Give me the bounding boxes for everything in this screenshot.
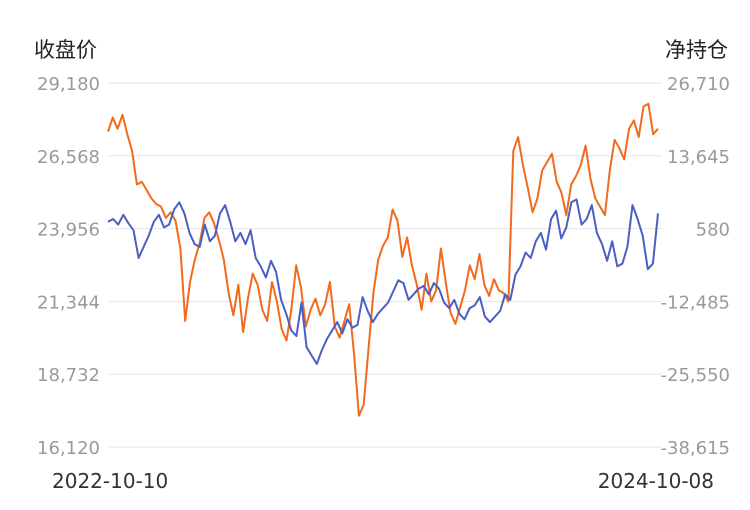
y-tick-right: 26,710 bbox=[667, 74, 730, 95]
y-axis-title-right: 净持仓 bbox=[665, 38, 728, 62]
y-tick-left: 16,120 bbox=[37, 438, 100, 459]
x-tick-start: 2022-10-10 bbox=[52, 469, 168, 493]
series-lines bbox=[107, 102, 659, 417]
y-tick-left: 29,180 bbox=[37, 74, 100, 95]
y-tick-left: 26,568 bbox=[37, 147, 100, 168]
y-axis-title-left: 收盘价 bbox=[34, 38, 97, 62]
y-tick-left: 18,732 bbox=[37, 365, 100, 386]
y-tick-right: -25,550 bbox=[661, 365, 730, 386]
y-tick-right: 13,645 bbox=[667, 147, 730, 168]
y-axis-left-ticks: 29,180 26,568 23,956 21,344 18,732 16,120 bbox=[37, 74, 100, 459]
grid-lines bbox=[108, 82, 662, 448]
y-axis-right-ticks: 26,710 13,645 580 -12,485 -25,550 -38,615 bbox=[661, 74, 730, 459]
y-tick-right: -12,485 bbox=[661, 292, 730, 313]
y-tick-right: 580 bbox=[696, 220, 730, 241]
series-line-close-price bbox=[107, 198, 659, 365]
y-tick-right: -38,615 bbox=[661, 438, 730, 459]
y-tick-left: 21,344 bbox=[37, 292, 100, 313]
series-line-net-position bbox=[107, 102, 659, 417]
y-tick-left: 23,956 bbox=[37, 220, 100, 241]
x-tick-end: 2024-10-08 bbox=[598, 469, 714, 493]
